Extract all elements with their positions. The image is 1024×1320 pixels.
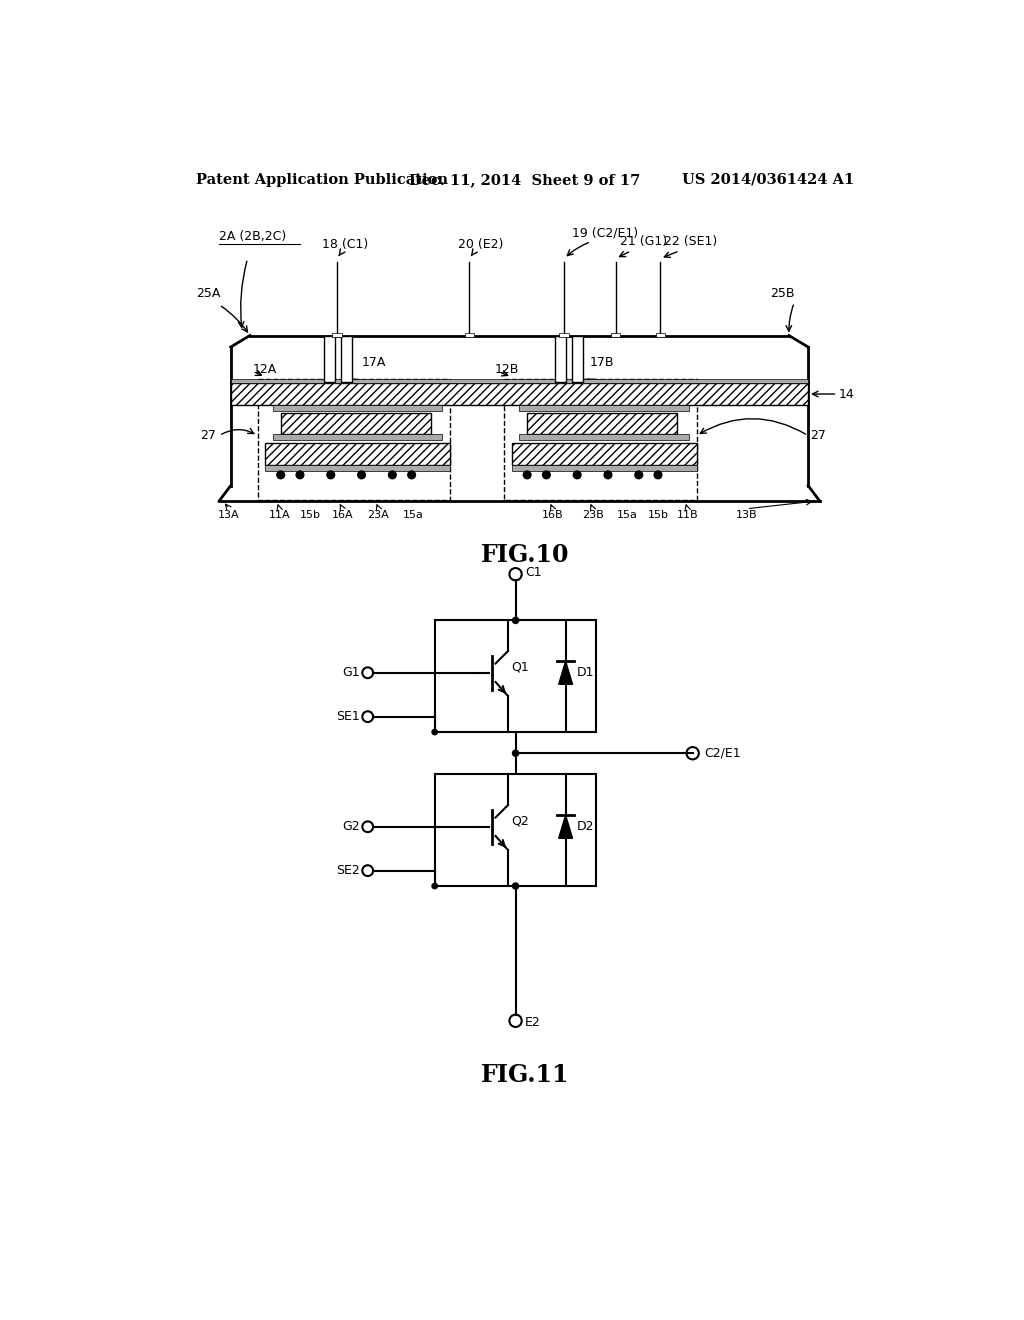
Bar <box>512 444 696 465</box>
Text: 21 (G1): 21 (G1) <box>620 235 667 248</box>
Circle shape <box>408 471 416 479</box>
Text: Dec. 11, 2014  Sheet 9 of 17: Dec. 11, 2014 Sheet 9 of 17 <box>410 173 640 187</box>
Text: SE2: SE2 <box>336 865 360 878</box>
Text: G1: G1 <box>342 667 360 680</box>
Bar <box>512 444 696 465</box>
Bar <box>230 379 808 383</box>
Text: 23A: 23A <box>368 511 389 520</box>
Text: 11A: 11A <box>268 511 290 520</box>
Circle shape <box>512 618 518 623</box>
Text: C1: C1 <box>524 566 542 579</box>
Circle shape <box>357 471 366 479</box>
Text: 17B: 17B <box>590 356 614 370</box>
Bar <box>519 434 689 441</box>
Text: Q1: Q1 <box>512 660 529 673</box>
Bar <box>527 413 677 434</box>
Polygon shape <box>559 816 572 838</box>
Circle shape <box>432 883 437 888</box>
Bar <box>281 413 431 434</box>
Bar <box>571 335 583 381</box>
Bar <box>611 333 621 337</box>
Text: 12B: 12B <box>495 363 519 376</box>
Text: 15a: 15a <box>402 511 424 520</box>
Text: US 2014/0361424 A1: US 2014/0361424 A1 <box>682 173 854 187</box>
Text: 15a: 15a <box>616 511 638 520</box>
Text: 17A: 17A <box>361 356 386 370</box>
Text: 13B: 13B <box>736 511 758 520</box>
Circle shape <box>512 750 518 756</box>
Text: 27: 27 <box>810 429 825 442</box>
Bar <box>273 434 442 441</box>
Bar <box>230 383 808 405</box>
Text: 12A: 12A <box>252 363 276 376</box>
Bar <box>265 444 451 465</box>
Bar <box>324 335 335 381</box>
Text: 25B: 25B <box>770 286 795 300</box>
Text: 18 (C1): 18 (C1) <box>322 238 368 251</box>
Text: FIG.10: FIG.10 <box>480 544 569 568</box>
Bar <box>341 335 351 381</box>
Circle shape <box>573 471 581 479</box>
Text: 15b: 15b <box>299 511 321 520</box>
Text: 27: 27 <box>200 429 216 442</box>
Bar <box>555 335 565 381</box>
Circle shape <box>512 883 518 890</box>
Text: 19 (C2/E1): 19 (C2/E1) <box>571 226 638 239</box>
Text: 13A: 13A <box>218 511 240 520</box>
Circle shape <box>388 471 396 479</box>
Circle shape <box>523 471 531 479</box>
Bar <box>435 620 596 733</box>
Text: 23B: 23B <box>582 511 603 520</box>
Text: SE1: SE1 <box>336 710 360 723</box>
Text: D2: D2 <box>577 820 594 833</box>
Text: 16B: 16B <box>542 511 563 520</box>
Text: 22 (SE1): 22 (SE1) <box>665 235 718 248</box>
Circle shape <box>635 471 643 479</box>
Polygon shape <box>559 661 572 684</box>
Text: Q2: Q2 <box>512 814 529 828</box>
Bar <box>435 775 596 886</box>
Text: 25A: 25A <box>196 286 220 300</box>
Bar <box>512 465 696 471</box>
Text: Patent Application Publication: Patent Application Publication <box>196 173 449 187</box>
Circle shape <box>654 471 662 479</box>
Bar <box>265 444 451 465</box>
Circle shape <box>604 471 611 479</box>
Bar <box>281 413 431 434</box>
Text: 20 (E2): 20 (E2) <box>458 238 503 251</box>
Bar <box>655 333 665 337</box>
Bar <box>230 383 808 405</box>
Text: 11B: 11B <box>677 511 698 520</box>
Bar <box>273 405 442 411</box>
Text: FIG.11: FIG.11 <box>480 1063 569 1088</box>
Bar <box>527 413 677 434</box>
Text: 14: 14 <box>839 388 855 400</box>
Bar <box>519 405 689 411</box>
Bar <box>559 333 568 337</box>
Bar <box>465 333 474 337</box>
Text: 2A (2B,2C): 2A (2B,2C) <box>219 230 287 243</box>
Bar <box>333 333 342 337</box>
Text: D1: D1 <box>577 667 594 680</box>
Circle shape <box>327 471 335 479</box>
Text: G2: G2 <box>342 820 360 833</box>
Circle shape <box>543 471 550 479</box>
Text: 15b: 15b <box>647 511 669 520</box>
Circle shape <box>296 471 304 479</box>
Bar <box>265 465 451 471</box>
Text: C2/E1: C2/E1 <box>705 747 740 760</box>
Text: 16A: 16A <box>332 511 353 520</box>
Text: E2: E2 <box>524 1016 541 1028</box>
Circle shape <box>432 730 437 735</box>
Circle shape <box>276 471 285 479</box>
